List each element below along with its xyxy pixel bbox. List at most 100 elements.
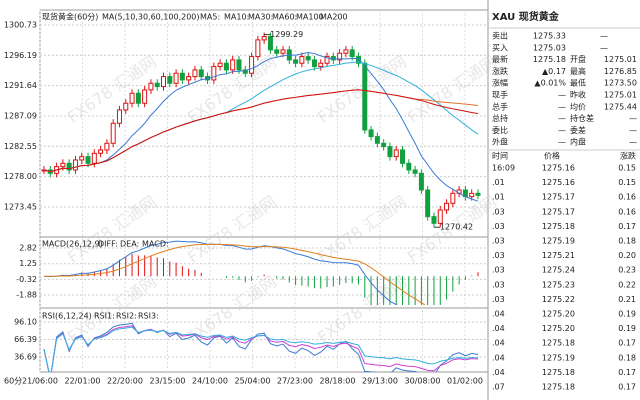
trade-price: 1275.16 (542, 178, 575, 187)
quote-title: XAU 现货黄金 (492, 10, 560, 23)
rsi-line (43, 326, 479, 372)
ma-label: MA(5,10,30,60,100,200) (102, 13, 200, 22)
trade-price: 1275.20 (542, 310, 575, 319)
ma-name: MA200 (320, 13, 348, 22)
trade-price: 1275.19 (542, 237, 575, 246)
trade-time: .04 (492, 353, 505, 362)
candle-body (261, 36, 267, 41)
candle-body (475, 192, 481, 196)
quote-label: 内盘 (570, 137, 586, 147)
quote-label: 外盘 (492, 137, 508, 147)
quote-value: 1275.44 (604, 102, 637, 111)
trade-change: 0.16 (618, 193, 636, 202)
y-tick-label: 1278.00 (4, 172, 37, 181)
x-tick-label: 27/23:00 (277, 377, 313, 386)
ma-name: MA10: (224, 13, 249, 22)
quote-label: 委比 (492, 125, 508, 135)
trade-time: .04 (492, 324, 505, 333)
trade-time: 16:09 (492, 164, 515, 173)
candles (41, 32, 481, 228)
trade-time: .03 (492, 207, 505, 216)
candle-body (242, 69, 248, 74)
candle-body (267, 36, 273, 51)
x-tick-label: 25/04:00 (235, 377, 271, 386)
trade-change: 0.18 (618, 353, 636, 362)
trade-price: 1275.17 (542, 207, 575, 216)
candle-body (148, 82, 154, 91)
quote-label: 现手 (492, 90, 508, 100)
candle-body (85, 156, 91, 164)
candle-body (173, 72, 179, 84)
x-tick-label: 21/06:00 (22, 377, 58, 386)
trade-change: 0.20 (618, 251, 636, 260)
candle-body (192, 69, 198, 78)
quote-value: — (629, 138, 637, 147)
trade-change: 0.17 (618, 339, 636, 348)
quote-value: — (600, 43, 608, 52)
candle-body (374, 136, 380, 144)
quote-label: 最高 (570, 66, 586, 76)
quote-value: — (558, 138, 566, 147)
candle-body (293, 59, 299, 64)
candle-body (154, 82, 160, 88)
extreme-label: 1270.42 (440, 223, 473, 232)
candle-body (255, 39, 261, 58)
x-tick-label: 23/15:00 (150, 377, 186, 386)
trade-price: 1275.23 (542, 280, 575, 289)
candle-body (280, 49, 286, 54)
candle-body (349, 49, 355, 58)
quote-label: 总持 (492, 113, 508, 123)
x-tick-label: 29/13:00 (362, 377, 398, 386)
quote-value: — (600, 32, 608, 41)
trade-price: 1275.24 (542, 266, 575, 275)
candle-body (179, 72, 185, 81)
candle-body (412, 169, 418, 174)
y-tick-label: 96.10 (14, 317, 37, 326)
candle-body (91, 152, 97, 164)
candle-body (324, 56, 330, 64)
trade-change: 0.18 (618, 237, 636, 246)
y-tick-label: -1.88 (16, 291, 37, 300)
candle-body (135, 92, 141, 104)
macd-name: MACD: (142, 240, 169, 249)
trade-change: 0.16 (618, 207, 636, 216)
quote-value: ▲0.01% (534, 79, 566, 88)
candle-body (123, 102, 129, 111)
trade-header: 涨跌 (620, 151, 636, 161)
trade-header: 时间 (492, 151, 508, 161)
dea-line (43, 243, 426, 305)
candle-body (249, 56, 255, 74)
trade-time: .03 (492, 280, 505, 289)
trade-time: .03 (492, 237, 505, 246)
trade-price: 1275.18 (542, 368, 575, 377)
quote-label: 买入 (492, 43, 508, 52)
x-tick-label: 28/18:00 (320, 377, 356, 386)
candle-body (79, 156, 85, 161)
x-tick-label: 22/20:00 (107, 377, 143, 386)
trade-time: .07 (492, 383, 505, 392)
trade-price: 1275.21 (542, 251, 575, 260)
trade-header: 价格 (544, 151, 560, 161)
trade-time: .01 (492, 178, 505, 187)
candle-body (337, 52, 343, 61)
quote-value: 1275.01 (604, 91, 637, 100)
rsi-line (43, 322, 479, 372)
rsi-label: RSI(6,12,24) (42, 312, 92, 321)
ma-line (43, 89, 479, 173)
period-label: 60分 (4, 377, 22, 386)
y-tick-label: 66.39 (14, 335, 37, 344)
y-tick-label: 2.82 (19, 244, 37, 253)
candle-body (186, 76, 192, 81)
candle-body (431, 216, 437, 224)
candle-body (198, 69, 204, 78)
candle-body (393, 149, 399, 158)
candle-body (355, 56, 361, 64)
quote-label: 均价 (570, 101, 586, 111)
quote-label: 最新 (492, 54, 508, 64)
trade-time: .03 (492, 251, 505, 260)
extreme-label: 1299.29 (270, 30, 303, 39)
trade-change: 0.19 (618, 310, 636, 319)
candle-body (437, 209, 443, 224)
trade-time: .03 (492, 266, 505, 275)
y-tick-label: 1291.64 (4, 81, 37, 90)
